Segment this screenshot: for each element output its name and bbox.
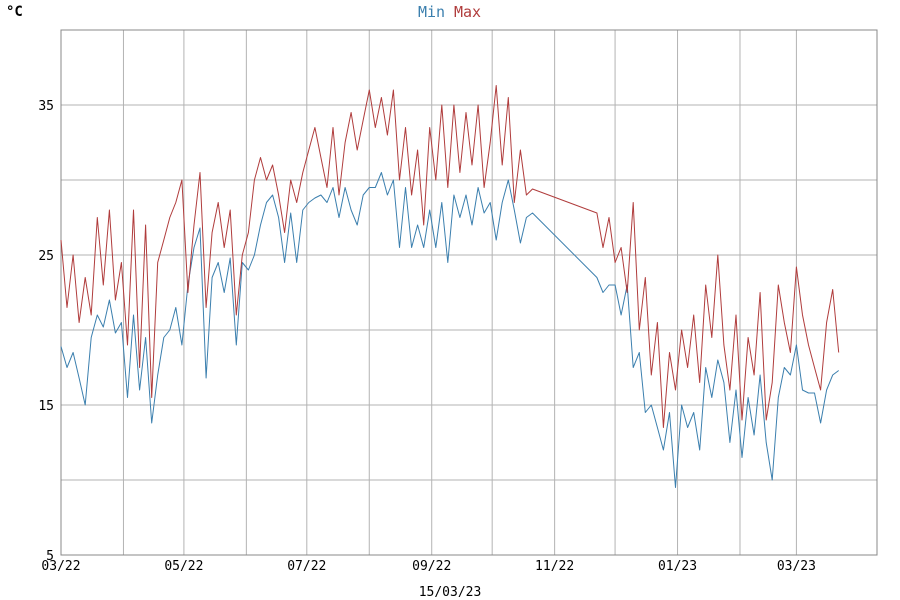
legend-entry-max: Max <box>454 3 481 21</box>
x-tick-label: 09/22 <box>412 559 451 574</box>
y-tick-label: 35 <box>38 99 54 114</box>
legend: Min Max <box>418 3 481 21</box>
y-tick-label: 5 <box>46 549 54 564</box>
x-tick-label: 01/23 <box>658 559 697 574</box>
legend-entry-min: Min <box>418 3 445 21</box>
series-line-max <box>60 85 840 428</box>
series-layer <box>60 85 840 488</box>
plot-frame <box>60 29 878 556</box>
x-tick-label: 03/23 <box>777 559 816 574</box>
x-tick-label: 05/22 <box>164 559 203 574</box>
x-tick-label: 07/22 <box>287 559 326 574</box>
x-tick-labels: 03/22 05/22 07/22 09/22 11/22 01/23 03/23 <box>41 559 816 574</box>
y-tick-label: 15 <box>38 399 54 414</box>
x-tick-label: 11/22 <box>535 559 574 574</box>
date-footer: 15/03/23 <box>419 585 482 600</box>
y-tick-label: 25 <box>38 249 54 264</box>
series-line-min <box>60 172 840 488</box>
x-tick-label: 03/22 <box>41 559 80 574</box>
y-tick-labels: 5 15 25 35 <box>38 99 54 564</box>
grid <box>60 29 878 556</box>
y-unit-label: °C <box>6 4 23 20</box>
